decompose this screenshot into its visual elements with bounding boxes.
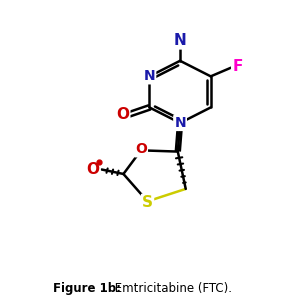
Text: O: O [116,107,129,123]
Text: S: S [142,195,153,210]
Text: N: N [174,116,186,130]
Text: O: O [87,162,100,177]
Text: N: N [174,33,186,48]
Text: F: F [232,59,242,74]
Text: Figure 1b:: Figure 1b: [53,282,121,295]
Text: O: O [135,142,147,156]
Text: N: N [144,69,155,83]
Text: Emtricitabine (FTC).: Emtricitabine (FTC). [111,282,232,295]
